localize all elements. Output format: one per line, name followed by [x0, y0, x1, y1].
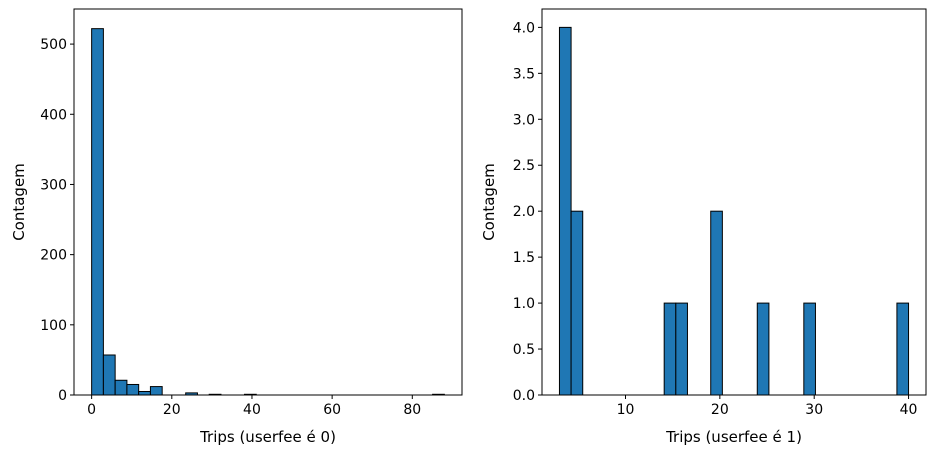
axes-frame: [541, 8, 927, 396]
x-tick-label: 40: [900, 402, 918, 418]
histogram-bar: [675, 302, 688, 396]
y-tick-label: 2.0: [513, 204, 535, 220]
histogram-bar: [803, 302, 816, 396]
y-tick-label: 400: [40, 107, 67, 123]
y-tick-label: 0.0: [513, 388, 535, 404]
y-tick-label: 4.0: [513, 20, 535, 36]
x-tick-label: 0: [87, 402, 96, 418]
y-tick-label: 3.5: [513, 66, 535, 82]
x-tick-label: 40: [243, 402, 261, 418]
histogram-bar: [91, 28, 104, 396]
x-tick-label: 20: [711, 402, 729, 418]
histogram-bar: [710, 210, 723, 396]
y-tick-label: 100: [40, 318, 67, 334]
y-axis-label: Contagem: [10, 163, 28, 241]
x-tick-label: 20: [163, 402, 181, 418]
x-tick-label: 30: [805, 402, 823, 418]
y-tick-label: 0.5: [513, 342, 535, 358]
histogram-bar: [558, 26, 572, 396]
histogram-bar: [138, 390, 151, 396]
y-tick-label: 3.0: [513, 112, 535, 128]
x-axis-label: Trips (userfee é 1): [665, 428, 802, 446]
y-tick-label: 200: [40, 248, 67, 264]
y-tick-label: 300: [40, 177, 67, 193]
y-tick-label: 1.5: [513, 250, 535, 266]
histogram-bar: [149, 386, 163, 396]
x-tick-label: 80: [403, 402, 421, 418]
y-axis-label: Contagem: [480, 163, 498, 241]
histogram-bar: [126, 383, 140, 396]
histogram-bar: [756, 302, 770, 396]
histogram-bar: [896, 302, 910, 396]
histogram-bar: [102, 354, 116, 396]
x-tick-label: 60: [323, 402, 341, 418]
histogram-bar: [663, 302, 677, 396]
y-tick-label: 0: [58, 388, 67, 404]
histogram-userfee-0: 0 20 40 60 80 0 100 200 300 400 500 Trips (userfee …: [10, 8, 463, 446]
x-tick-label: 10: [617, 402, 635, 418]
histogram-bar: [570, 210, 584, 396]
x-axis-label: Trips (userfee é 0): [199, 428, 336, 446]
histogram-bar: [114, 379, 128, 396]
y-tick-label: 1.0: [513, 296, 535, 312]
y-tick-label: 500: [40, 37, 67, 53]
axes-frame: [73, 8, 463, 396]
y-tick-label: 2.5: [513, 158, 535, 174]
histogram-userfee-1: 10 20 30 40 0.0 0.5 1.0 1.5 2.0 2.5 3.0 3.5 4.0 Trips…: [480, 8, 927, 446]
